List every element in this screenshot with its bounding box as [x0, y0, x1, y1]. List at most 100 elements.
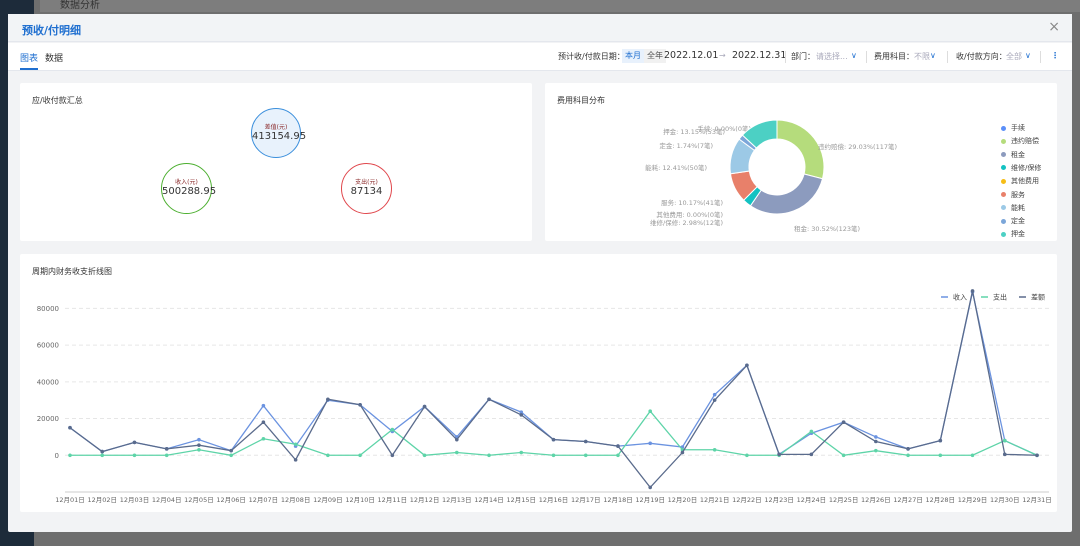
legend-item[interactable]: 违约赔偿 — [1001, 136, 1039, 146]
pie-slice-违约赔偿[interactable] — [776, 119, 825, 180]
department-select[interactable]: 请选择... — [816, 52, 848, 61]
legend-item[interactable]: 手续 — [1001, 123, 1025, 133]
data-point[interactable] — [519, 413, 524, 417]
tab-chart[interactable]: 图表 — [20, 54, 39, 64]
data-point[interactable] — [874, 448, 878, 453]
data-point[interactable] — [874, 439, 878, 444]
legend-label[interactable]: 收入 — [953, 293, 967, 302]
data-point[interactable] — [229, 448, 233, 453]
data-point[interactable] — [712, 398, 717, 402]
data-point[interactable] — [261, 403, 266, 408]
data-point[interactable] — [68, 453, 72, 458]
data-point[interactable] — [616, 453, 620, 458]
date-start-input[interactable]: 2022.12.01 — [664, 50, 719, 61]
data-point[interactable] — [326, 453, 330, 458]
data-point[interactable] — [261, 436, 266, 441]
data-point[interactable] — [712, 392, 717, 397]
data-point[interactable] — [906, 453, 910, 458]
data-point[interactable] — [841, 453, 846, 458]
data-point[interactable] — [938, 453, 943, 458]
data-point[interactable] — [745, 453, 749, 458]
data-point[interactable] — [293, 458, 298, 462]
legend-label: 手续 — [1011, 124, 1025, 132]
data-point[interactable] — [455, 450, 459, 455]
series-line-收入[interactable] — [69, 291, 1038, 456]
data-point[interactable] — [680, 450, 685, 455]
balance-label: 差值(元) — [264, 124, 288, 131]
data-point[interactable] — [197, 447, 201, 452]
data-point[interactable] — [906, 447, 910, 451]
data-point[interactable] — [616, 444, 620, 448]
legend-label[interactable]: 差额 — [1031, 293, 1045, 302]
legend-item[interactable]: 能耗 — [1001, 203, 1025, 213]
data-point[interactable] — [197, 437, 201, 442]
data-point[interactable] — [326, 397, 330, 402]
data-point[interactable] — [1002, 452, 1007, 457]
data-point[interactable] — [1002, 438, 1007, 443]
chevron-down-icon[interactable]: ∨ — [851, 51, 857, 60]
legend-item[interactable]: 定金 — [1001, 216, 1025, 226]
direction-select[interactable]: 全部 — [1006, 52, 1022, 61]
data-point[interactable] — [100, 453, 105, 458]
data-point[interactable] — [100, 449, 105, 454]
pie-slice-租金[interactable] — [749, 173, 824, 215]
data-point[interactable] — [712, 447, 717, 452]
data-point[interactable] — [229, 453, 233, 458]
data-point[interactable] — [841, 420, 846, 425]
data-point[interactable] — [487, 453, 491, 458]
data-point[interactable] — [358, 402, 362, 407]
period-this-month-button[interactable]: 本月 — [622, 49, 644, 63]
data-point[interactable] — [519, 450, 524, 455]
data-point[interactable] — [583, 453, 588, 458]
data-point[interactable] — [745, 363, 749, 368]
data-point[interactable] — [777, 452, 781, 457]
tab-data[interactable]: 数据 — [45, 54, 64, 64]
data-point[interactable] — [132, 440, 137, 445]
chevron-down-icon[interactable]: ∨ — [930, 51, 936, 60]
more-options-icon[interactable]: ⋮ — [1051, 51, 1059, 60]
legend-item[interactable]: 租金 — [1001, 150, 1025, 160]
data-point[interactable] — [809, 429, 814, 434]
data-point[interactable] — [455, 437, 459, 442]
data-point[interactable] — [390, 427, 395, 432]
data-point[interactable] — [648, 485, 652, 490]
data-point[interactable] — [970, 289, 975, 293]
data-point[interactable] — [358, 453, 362, 458]
x-tick-label: 12月08日 — [281, 496, 311, 504]
chevron-down-icon[interactable]: ∨ — [1025, 51, 1031, 60]
data-point[interactable] — [132, 453, 137, 458]
data-point[interactable] — [164, 447, 169, 451]
legend-label[interactable]: 支出 — [993, 293, 1007, 302]
data-point[interactable] — [519, 410, 524, 414]
data-point[interactable] — [551, 437, 556, 442]
data-point[interactable] — [68, 425, 72, 430]
data-point[interactable] — [648, 441, 652, 446]
data-point[interactable] — [293, 442, 298, 447]
legend-item[interactable]: 服务 — [1001, 190, 1025, 200]
period-full-year-button[interactable]: 全年 — [644, 49, 666, 63]
data-point[interactable] — [422, 453, 427, 458]
data-point[interactable] — [487, 397, 491, 402]
data-point[interactable] — [938, 438, 943, 443]
pie-slice-押金[interactable] — [741, 119, 778, 149]
data-point[interactable] — [970, 453, 975, 458]
date-end-input[interactable]: 2022.12.31 — [732, 50, 787, 61]
data-point[interactable] — [422, 404, 427, 409]
data-point[interactable] — [551, 453, 556, 458]
legend-item[interactable]: 维修/保修 — [1001, 163, 1041, 173]
data-point[interactable] — [164, 453, 169, 458]
data-point[interactable] — [390, 453, 395, 458]
data-point[interactable] — [809, 452, 814, 457]
data-point[interactable] — [583, 439, 588, 444]
series-line-差额[interactable] — [69, 290, 1038, 489]
data-point[interactable] — [648, 409, 652, 413]
close-icon[interactable]: × — [1048, 19, 1060, 35]
expense-subject-select[interactable]: 不限 — [914, 52, 930, 61]
data-point[interactable] — [1035, 453, 1039, 458]
series-line-支出[interactable] — [70, 410, 1038, 456]
data-point[interactable] — [261, 420, 266, 425]
data-point[interactable] — [197, 443, 201, 447]
legend-item[interactable]: 其他费用 — [1001, 176, 1039, 186]
data-point[interactable] — [874, 435, 878, 439]
legend-item[interactable]: 押金 — [1001, 229, 1025, 239]
